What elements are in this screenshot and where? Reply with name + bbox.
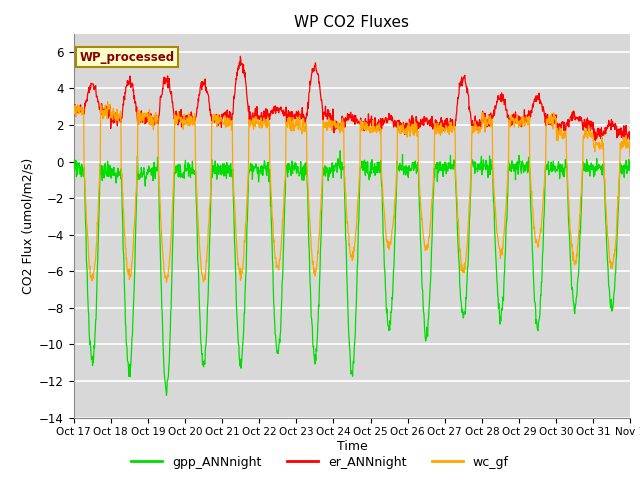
Legend: gpp_ANNnight, er_ANNnight, wc_gf: gpp_ANNnight, er_ANNnight, wc_gf (126, 451, 514, 474)
X-axis label: Time: Time (337, 440, 367, 453)
Text: WP_processed: WP_processed (79, 51, 174, 64)
Y-axis label: CO2 Flux (umol/m2/s): CO2 Flux (umol/m2/s) (22, 157, 35, 294)
Title: WP CO2 Fluxes: WP CO2 Fluxes (294, 15, 410, 30)
